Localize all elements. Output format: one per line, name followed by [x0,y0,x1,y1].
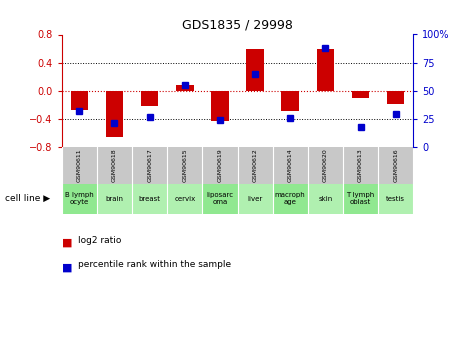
Text: liver: liver [247,196,263,202]
Bar [308,184,343,214]
Text: breast: breast [139,196,161,202]
Bar [105,91,124,137]
Text: GSM90611: GSM90611 [77,149,82,183]
Bar [141,91,158,107]
Text: ■: ■ [62,262,72,272]
Bar [97,184,132,214]
Text: GSM90612: GSM90612 [253,149,257,183]
Text: GSM90613: GSM90613 [358,149,363,183]
Text: cell line ▶: cell line ▶ [5,194,50,203]
Text: GSM90620: GSM90620 [323,149,328,183]
Bar [132,184,167,214]
Text: GSM90617: GSM90617 [147,149,152,183]
Text: cervix: cervix [174,196,195,202]
Text: skin: skin [318,196,332,202]
Text: GSM90615: GSM90615 [182,149,187,183]
Bar [343,184,378,214]
Text: T lymph
oblast: T lymph oblast [346,192,375,205]
Bar [167,184,202,214]
Bar [281,91,299,111]
Bar [247,49,264,91]
Bar [211,91,228,121]
Text: percentile rank within the sample: percentile rank within the sample [78,260,231,269]
Bar [62,184,97,214]
Text: GSM90618: GSM90618 [112,149,117,183]
Text: GSM90614: GSM90614 [288,149,293,183]
Bar [71,91,88,110]
Text: liposarc
oma: liposarc oma [206,192,234,205]
Text: ■: ■ [62,238,72,248]
Bar [387,91,404,103]
Bar [238,184,273,214]
Bar [378,184,413,214]
Title: GDS1835 / 29998: GDS1835 / 29998 [182,19,293,32]
Bar [176,85,194,91]
Text: B lymph
ocyte: B lymph ocyte [65,192,94,205]
Bar [352,91,369,98]
Text: brain: brain [105,196,124,202]
Text: GSM90616: GSM90616 [393,149,398,183]
Text: GSM90619: GSM90619 [218,149,222,183]
Text: log2 ratio: log2 ratio [78,236,122,245]
Text: macroph
age: macroph age [275,192,305,205]
Bar [202,184,238,214]
Bar [273,184,308,214]
Text: testis: testis [386,196,405,202]
Bar [316,49,334,91]
